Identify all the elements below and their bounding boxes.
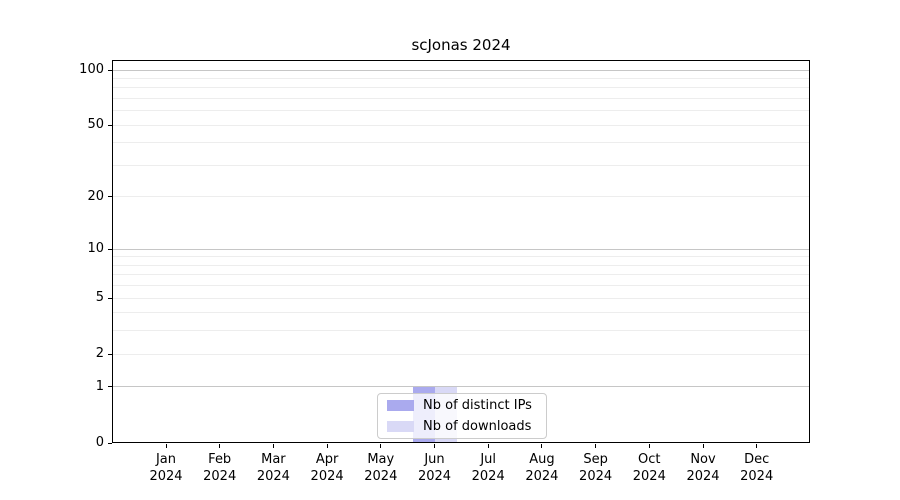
legend-entry: Nb of downloads (387, 418, 546, 435)
y-tick-label: 2 (95, 346, 104, 362)
x-tick (434, 444, 435, 448)
y-tick-label: 10 (87, 241, 104, 257)
legend-entry: Nb of distinct IPs (387, 397, 546, 414)
x-tick-label: Nov 2024 (686, 452, 720, 484)
y-tick (108, 386, 112, 388)
y-tick-label: 5 (95, 290, 104, 306)
major-gridline (113, 69, 809, 71)
x-tick (219, 444, 221, 448)
major-gridline (113, 386, 809, 388)
x-tick-label: Sep 2024 (579, 452, 613, 484)
x-tick-label: Feb 2024 (203, 452, 237, 484)
x-tick-label: May 2024 (364, 452, 398, 484)
minor-gridline (113, 164, 809, 166)
x-tick-label: Jun 2024 (417, 452, 452, 484)
minor-gridline (113, 330, 809, 332)
x-tick-label: Oct 2024 (632, 452, 666, 484)
legend-swatch (387, 421, 414, 432)
minor-gridline (113, 274, 809, 276)
major-gridline (113, 248, 809, 250)
x-tick-label: Dec 2024 (740, 452, 774, 484)
y-tick-label: 100 (79, 62, 104, 77)
x-tick (165, 444, 167, 448)
y-tick-label: 50 (87, 117, 104, 133)
y-tick (108, 353, 112, 355)
plot-area (112, 60, 810, 443)
x-tick-label: Aug 2024 (525, 452, 559, 484)
x-tick (756, 444, 758, 448)
x-tick (272, 444, 274, 448)
x-tick (380, 444, 382, 448)
y-tick (108, 69, 112, 71)
y-tick (108, 196, 112, 198)
x-tick-label: Jan 2024 (149, 452, 183, 484)
minor-gridline (113, 97, 809, 99)
x-tick (326, 444, 328, 448)
y-tick-label: 1 (95, 378, 104, 394)
y-tick-label: 0 (95, 435, 104, 450)
x-tick (595, 444, 597, 448)
minor-gridline (113, 110, 809, 112)
minor-gridline (113, 353, 809, 355)
x-tick (541, 444, 543, 448)
x-tick-label: Jul 2024 (471, 452, 505, 484)
x-tick (487, 444, 489, 448)
x-tick-label: Apr 2024 (310, 452, 344, 484)
x-tick-label: Mar 2024 (256, 452, 290, 484)
minor-gridline (113, 142, 809, 144)
x-tick (702, 444, 704, 448)
legend-swatch (387, 400, 414, 411)
y-tick (108, 248, 112, 250)
legend-label: Nb of downloads (423, 419, 532, 434)
y-tick (108, 297, 112, 299)
minor-gridline (113, 312, 809, 314)
legend: Nb of distinct IPs Nb of downloads (377, 393, 547, 439)
x-tick (648, 444, 650, 448)
minor-gridline (113, 256, 809, 258)
y-tick-label: 20 (87, 188, 104, 204)
minor-gridline (113, 297, 809, 299)
minor-gridline (113, 124, 809, 126)
y-tick (108, 124, 112, 126)
minor-gridline (113, 196, 809, 198)
minor-gridline (113, 264, 809, 266)
minor-gridline (113, 87, 809, 89)
chart-title: scJonas 2024 (411, 36, 511, 54)
minor-gridline (113, 285, 809, 287)
legend-label: Nb of distinct IPs (423, 398, 532, 413)
y-tick (108, 442, 112, 444)
minor-gridline (113, 77, 809, 79)
